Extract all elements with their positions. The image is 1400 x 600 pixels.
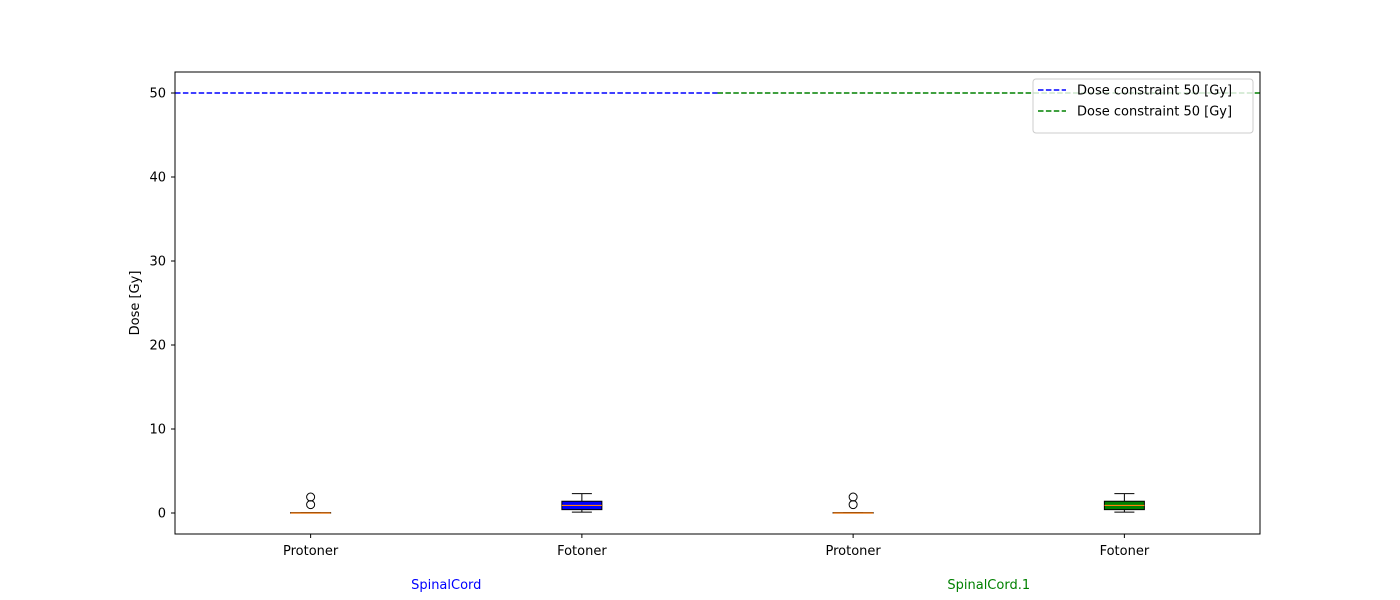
- y-axis-label: Dose [Gy]: [128, 271, 143, 336]
- group-label: SpinalCord: [411, 578, 481, 593]
- plot-frame: [174, 71, 1261, 535]
- box-protoner-3: [832, 492, 874, 514]
- y-tick-label: 40: [149, 171, 166, 186]
- outlier-point: [306, 492, 316, 502]
- x-tick-label: Fotoner: [1100, 544, 1150, 559]
- group-labels: SpinalCord SpinalCord.1: [411, 578, 1030, 593]
- legend-label: Dose constraint 50 [Gy]: [1077, 105, 1232, 120]
- y-tick-label: 10: [149, 423, 166, 438]
- group-label: SpinalCord.1: [947, 578, 1030, 593]
- y-tick-label: 30: [149, 255, 166, 270]
- box-fotoner-2: [561, 493, 603, 513]
- box-fotoner-4: [1103, 493, 1145, 513]
- box-protoner-1: [290, 492, 332, 514]
- box-plots: [290, 492, 1145, 514]
- x-tick-label: Protoner: [283, 544, 339, 559]
- y-tick-label: 20: [149, 339, 166, 354]
- outlier-point: [848, 492, 858, 502]
- x-tick-label: Fotoner: [557, 544, 607, 559]
- legend-box: [1032, 78, 1254, 134]
- y-tick-label: 50: [149, 87, 166, 102]
- x-tick-label: Protoner: [825, 544, 881, 559]
- plot-area: [175, 72, 1260, 534]
- x-axis: Protoner Fotoner Protoner Fotoner: [283, 534, 1150, 559]
- legend: Dose constraint 50 [Gy] Dose constraint 5…: [1032, 78, 1254, 134]
- legend-label: Dose constraint 50 [Gy]: [1077, 84, 1232, 99]
- y-tick-label: 0: [158, 507, 166, 522]
- y-axis: 0 10 20 30 40 50: [149, 87, 175, 522]
